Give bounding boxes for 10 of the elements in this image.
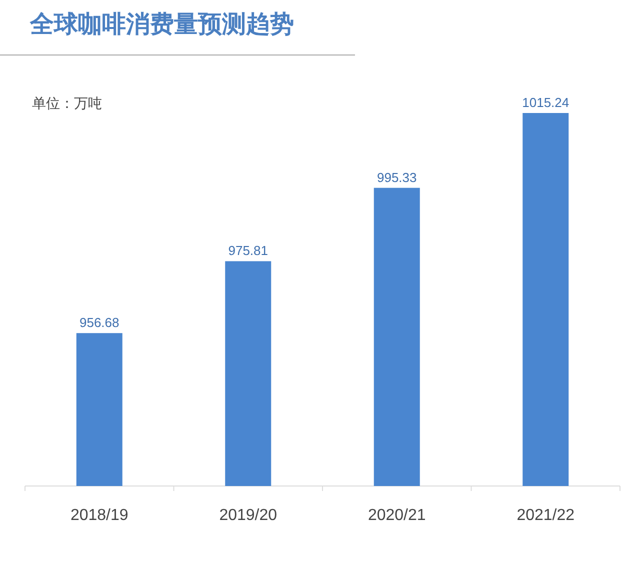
data-label: 995.33 [376,170,417,185]
data-label: 1015.24 [522,95,570,110]
data-label: 956.68 [79,315,120,330]
x-tick-label: 2020/21 [368,507,426,524]
x-tick-label: 2021/22 [516,507,575,524]
x-tick-label: 2019/20 [219,507,278,524]
data-label: 975.81 [228,243,268,258]
x-tick-label: 2018/19 [70,507,128,524]
chart-title: 全球咖啡消费量预测趋势 [29,11,294,38]
text: 单位：万吨 [32,95,102,111]
